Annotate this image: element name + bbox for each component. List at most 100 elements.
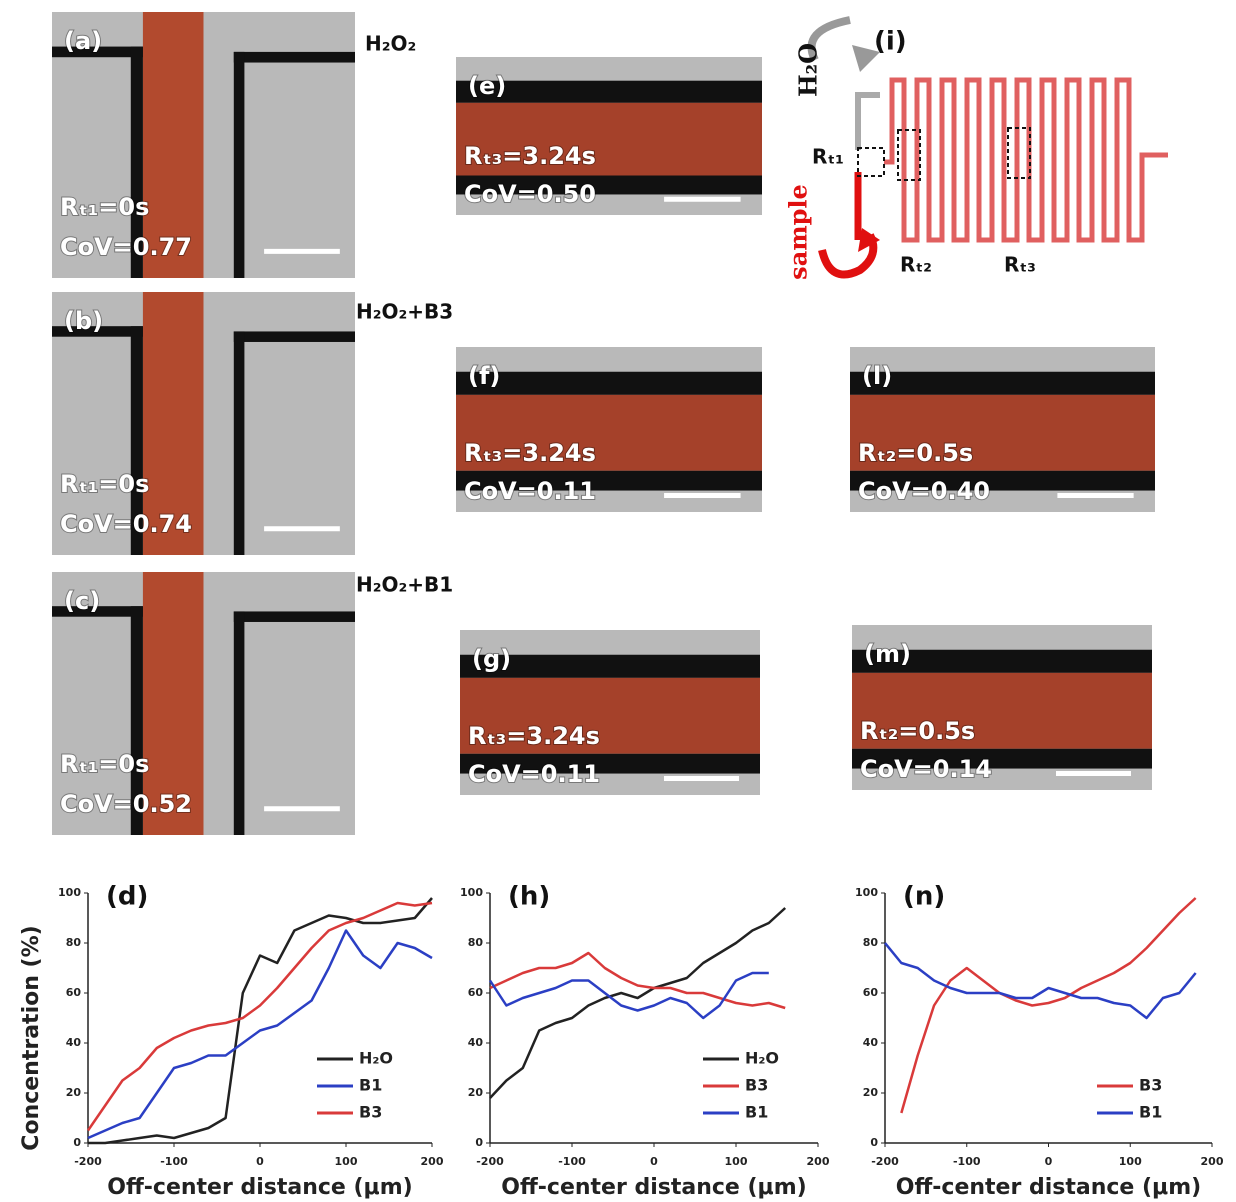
wall xyxy=(234,611,245,835)
wall xyxy=(234,331,245,555)
series-line xyxy=(88,903,432,1131)
condition-label: H₂O₂+B3 xyxy=(356,300,453,324)
rt-label: Rₜ₂ xyxy=(900,253,932,277)
x-tick-label: 0 xyxy=(1045,1155,1053,1168)
y-tick-label: 20 xyxy=(66,1086,82,1099)
y-tick-label: 60 xyxy=(66,986,82,999)
y-tick-label: 0 xyxy=(870,1136,878,1149)
x-tick-label: -100 xyxy=(558,1155,586,1168)
y-tick-label: 100 xyxy=(58,886,81,899)
y-tick-label: 20 xyxy=(468,1086,484,1099)
x-tick-label: 200 xyxy=(807,1155,830,1168)
chart: 0 20 40 60 80 100 -200 -100 0 100 200 Off-center di… xyxy=(19,882,444,1201)
panel-label: (d) xyxy=(106,882,148,912)
rt-label: Rₜ₁ xyxy=(812,145,844,169)
panel-label: (l) xyxy=(862,362,892,390)
panel-label: (m) xyxy=(864,640,911,668)
schematic: (i) H₂O sample Rₜ₁ Rₜ₂ Rₜ₃ xyxy=(784,20,1169,280)
legend-label: H₂O xyxy=(745,1049,779,1068)
legend-label: B1 xyxy=(1139,1103,1162,1122)
micrograph: (m) Rₜ₂=0.5s CoV=0.14 xyxy=(852,625,1152,790)
rt-label: Rₜ₃ xyxy=(1004,253,1036,277)
cov: CoV=0.11 xyxy=(468,760,600,788)
y-tick-label: 100 xyxy=(855,886,878,899)
y-tick-label: 80 xyxy=(66,936,82,949)
legend-label: B1 xyxy=(745,1103,768,1122)
micrograph: (l) Rₜ₂=0.5s CoV=0.40 xyxy=(850,347,1155,512)
residence-time: Rₜ₃=3.24s xyxy=(468,722,600,750)
cov: CoV=0.50 xyxy=(464,180,596,208)
x-tick-label: -100 xyxy=(953,1155,981,1168)
y-tick-label: 80 xyxy=(468,936,484,949)
panel-label: (a) xyxy=(64,27,102,55)
condition-label: H₂O₂ xyxy=(365,32,416,56)
y-axis-title: Concentration (%) xyxy=(19,925,44,1150)
panel-label: (i) xyxy=(874,27,907,57)
x-tick-label: 0 xyxy=(256,1155,264,1168)
residence-time: Rₜ₁=0s xyxy=(60,750,149,778)
residence-time: Rₜ₃=3.24s xyxy=(464,439,596,467)
region-box xyxy=(858,148,884,176)
residence-time: Rₜ₂=0.5s xyxy=(860,717,975,745)
wall xyxy=(234,52,355,63)
wall xyxy=(850,372,1155,395)
y-tick-label: 80 xyxy=(863,936,879,949)
cov: CoV=0.11 xyxy=(464,477,596,505)
residence-time: Rₜ₁=0s xyxy=(60,470,149,498)
panel-label: (c) xyxy=(64,587,100,615)
x-axis-title: Off-center distance (μm) xyxy=(896,1175,1201,1200)
x-axis-title: Off-center distance (μm) xyxy=(107,1175,412,1200)
x-tick-label: 0 xyxy=(650,1155,658,1168)
panel-label: (e) xyxy=(468,72,506,100)
y-tick-label: 60 xyxy=(863,986,879,999)
legend-label: B3 xyxy=(745,1076,768,1095)
y-tick-label: 100 xyxy=(460,886,483,899)
residence-time: Rₜ₁=0s xyxy=(60,193,149,221)
panel-label: (h) xyxy=(508,882,550,912)
legend-label: B1 xyxy=(359,1076,382,1095)
legend-label: B3 xyxy=(359,1103,382,1122)
x-tick-label: 100 xyxy=(335,1155,358,1168)
residence-time: Rₜ₂=0.5s xyxy=(858,439,973,467)
x-tick-label: -100 xyxy=(160,1155,188,1168)
wall xyxy=(456,372,762,395)
x-tick-label: -200 xyxy=(871,1155,899,1168)
micrograph: (e) Rₜ₃=3.24s CoV=0.50 xyxy=(456,57,762,215)
micrograph: (b) Rₜ₁=0s CoV=0.74 xyxy=(52,292,355,555)
legend-label: B3 xyxy=(1139,1076,1162,1095)
panel-label: (b) xyxy=(64,307,103,335)
cov: CoV=0.74 xyxy=(60,510,192,538)
x-tick-label: 200 xyxy=(1201,1155,1224,1168)
cov: CoV=0.77 xyxy=(60,233,192,261)
y-tick-label: 0 xyxy=(73,1136,81,1149)
x-tick-label: 100 xyxy=(1119,1155,1142,1168)
condition-label: H₂O₂+B1 xyxy=(356,573,453,597)
legend-label: H₂O xyxy=(359,1049,393,1068)
y-tick-label: 40 xyxy=(863,1036,879,1049)
x-axis-title: Off-center distance (μm) xyxy=(501,1175,806,1200)
x-tick-label: 100 xyxy=(725,1155,748,1168)
residence-time: Rₜ₃=3.24s xyxy=(464,142,596,170)
sample-label: sample xyxy=(784,184,813,280)
y-tick-label: 40 xyxy=(468,1036,484,1049)
micrograph: (c) Rₜ₁=0s CoV=0.52 xyxy=(52,572,355,835)
wall xyxy=(234,331,355,342)
water-label: H₂O xyxy=(794,43,823,97)
x-tick-label: -200 xyxy=(74,1155,102,1168)
panel-label: (n) xyxy=(903,882,945,912)
cov: CoV=0.14 xyxy=(860,755,992,783)
channel xyxy=(884,80,1168,240)
micrograph: (a) Rₜ₁=0s CoV=0.77 xyxy=(52,12,355,278)
cov: CoV=0.40 xyxy=(858,477,990,505)
wall xyxy=(234,52,245,278)
cov: CoV=0.52 xyxy=(60,790,192,818)
panel-label: (f) xyxy=(468,362,500,390)
y-tick-label: 40 xyxy=(66,1036,82,1049)
figure: H₂O₂ H₂O₂+B3 H₂O₂+B1 (i) H₂O sample Rₜ₁ … xyxy=(0,0,1236,1202)
y-tick-label: 0 xyxy=(475,1136,483,1149)
series-line xyxy=(885,943,1196,1018)
x-tick-label: 200 xyxy=(421,1155,444,1168)
